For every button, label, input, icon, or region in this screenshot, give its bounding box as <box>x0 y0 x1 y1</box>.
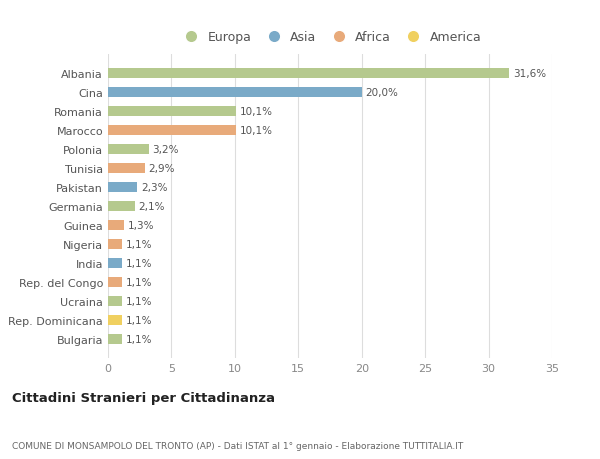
Text: COMUNE DI MONSAMPOLO DEL TRONTO (AP) - Dati ISTAT al 1° gennaio - Elaborazione T: COMUNE DI MONSAMPOLO DEL TRONTO (AP) - D… <box>12 441 463 450</box>
Legend: Europa, Asia, Africa, America: Europa, Asia, Africa, America <box>179 31 481 44</box>
Text: 1,3%: 1,3% <box>128 220 155 230</box>
Text: 1,1%: 1,1% <box>126 334 152 344</box>
Bar <box>108 106 236 117</box>
Bar <box>108 126 236 136</box>
Bar <box>108 202 134 212</box>
Bar <box>108 88 362 98</box>
Text: 2,9%: 2,9% <box>149 164 175 174</box>
Bar <box>108 145 149 155</box>
Bar <box>108 182 137 193</box>
Text: Cittadini Stranieri per Cittadinanza: Cittadini Stranieri per Cittadinanza <box>12 391 275 404</box>
Bar <box>108 334 122 344</box>
Bar <box>108 277 122 287</box>
Text: 3,2%: 3,2% <box>152 145 179 155</box>
Bar <box>108 315 122 325</box>
Bar <box>108 296 122 307</box>
Text: 1,1%: 1,1% <box>126 277 152 287</box>
Text: 31,6%: 31,6% <box>512 69 546 79</box>
Text: 10,1%: 10,1% <box>240 126 273 136</box>
Bar <box>108 69 509 79</box>
Bar <box>108 239 122 250</box>
Bar <box>108 258 122 269</box>
Text: 2,3%: 2,3% <box>141 183 167 193</box>
Text: 1,1%: 1,1% <box>126 296 152 306</box>
Text: 1,1%: 1,1% <box>126 315 152 325</box>
Text: 1,1%: 1,1% <box>126 258 152 269</box>
Bar <box>108 220 124 231</box>
Text: 1,1%: 1,1% <box>126 240 152 249</box>
Text: 2,1%: 2,1% <box>139 202 165 212</box>
Text: 20,0%: 20,0% <box>365 88 398 98</box>
Text: 10,1%: 10,1% <box>240 107 273 117</box>
Bar <box>108 163 145 174</box>
